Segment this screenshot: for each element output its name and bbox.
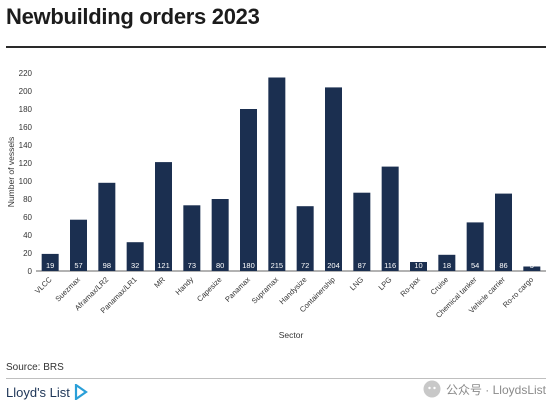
y-tick-label: 100 bbox=[19, 177, 33, 186]
y-tick-label: 220 bbox=[19, 69, 33, 78]
bar bbox=[438, 254, 456, 271]
y-tick-label: 60 bbox=[23, 213, 32, 222]
bar bbox=[211, 199, 229, 271]
x-tick-label: Suezmax bbox=[53, 275, 82, 304]
bar bbox=[98, 182, 116, 271]
lloyds-list-logo: Lloyd's List bbox=[6, 384, 88, 400]
watermark-text: 公众号 · LloydsList bbox=[445, 382, 546, 397]
bar-value-label: 121 bbox=[157, 261, 170, 270]
bar-value-label: 57 bbox=[74, 261, 82, 270]
bar-value-label: 86 bbox=[499, 261, 507, 270]
title-divider bbox=[6, 46, 546, 48]
y-tick-label: 180 bbox=[19, 105, 33, 114]
x-tick-label: Panamax bbox=[223, 275, 252, 304]
bar-value-label: 18 bbox=[443, 261, 451, 270]
x-tick-label: VLCC bbox=[33, 275, 54, 296]
y-tick-label: 160 bbox=[19, 123, 33, 132]
bar bbox=[268, 77, 286, 271]
bar bbox=[240, 109, 257, 271]
y-tick-label: 80 bbox=[23, 195, 32, 204]
bar-value-label: 204 bbox=[327, 261, 340, 270]
bar-value-label: 180 bbox=[242, 261, 255, 270]
y-tick-label: 140 bbox=[19, 141, 33, 150]
bar bbox=[381, 166, 399, 271]
x-axis-title: Sector bbox=[279, 330, 304, 340]
logo-text: Lloyd's List bbox=[6, 384, 70, 400]
x-tick-label: MR bbox=[152, 275, 167, 290]
bar-value-label: 80 bbox=[216, 261, 224, 270]
bar bbox=[155, 162, 172, 271]
bar bbox=[410, 262, 427, 271]
bar bbox=[41, 253, 59, 271]
y-tick-label: 20 bbox=[23, 249, 32, 258]
bar-value-label: 73 bbox=[188, 261, 196, 270]
y-tick-label: 40 bbox=[23, 231, 32, 240]
bar-value-label: 116 bbox=[384, 261, 396, 270]
x-tick-label: LNG bbox=[348, 275, 365, 292]
bar-value-label: 19 bbox=[46, 261, 54, 270]
bar-chart: 0 20 40 60 80 100 120 140 160 180 200 220 19 VLCC 57 Su… bbox=[6, 69, 546, 340]
bar-value-label: 98 bbox=[103, 261, 111, 270]
footer-divider bbox=[6, 378, 546, 379]
bar-value-label: 215 bbox=[271, 261, 284, 270]
bar bbox=[466, 222, 484, 271]
bar bbox=[70, 219, 87, 271]
bar bbox=[325, 87, 342, 272]
bar bbox=[495, 193, 512, 271]
bar-value-label: 87 bbox=[358, 261, 366, 270]
y-axis-title: Number of vessels bbox=[6, 137, 16, 207]
bar bbox=[126, 242, 144, 271]
bar-value-label: 10 bbox=[414, 261, 422, 270]
x-tick-label: Capesize bbox=[195, 275, 223, 303]
wechat-watermark: 公众号 · LloydsList bbox=[423, 380, 546, 398]
y-tick-label: 120 bbox=[19, 159, 33, 168]
x-tick-label: Ro-ro cargo bbox=[501, 275, 535, 309]
bar bbox=[296, 206, 314, 271]
bar-value-label: 5 bbox=[530, 261, 534, 270]
logo-chevron-icon bbox=[74, 384, 88, 400]
wechat-icon bbox=[423, 380, 441, 398]
bar-value-label: 72 bbox=[301, 261, 309, 270]
y-tick-label: 200 bbox=[19, 87, 33, 96]
x-tick-label: Ro-pax bbox=[398, 275, 422, 299]
bar-value-label: 54 bbox=[471, 261, 479, 270]
bar-value-label: 32 bbox=[131, 261, 139, 270]
x-tick-label: Supramax bbox=[250, 275, 281, 306]
bar bbox=[183, 205, 201, 271]
bar bbox=[523, 266, 541, 271]
x-tick-label: Cruise bbox=[429, 275, 451, 297]
y-tick-label: 0 bbox=[28, 267, 33, 276]
bar bbox=[353, 192, 371, 271]
x-tick-label: Handy bbox=[174, 275, 196, 297]
chart-title: Newbuilding orders 2023 bbox=[6, 4, 260, 29]
x-tick-label: LPG bbox=[377, 275, 394, 292]
source-note: Source: BRS bbox=[6, 362, 64, 373]
